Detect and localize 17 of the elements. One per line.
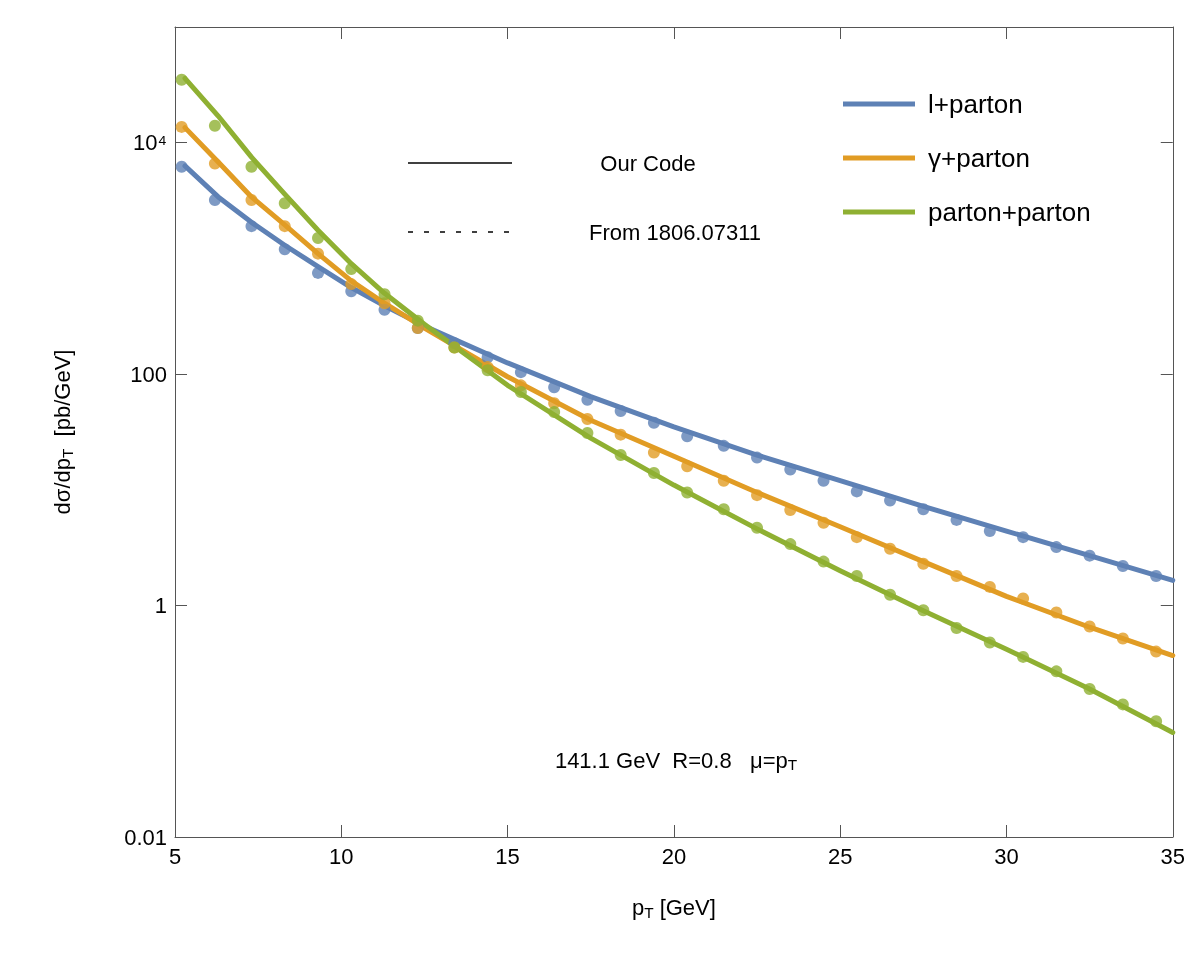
y-tick-label: 1	[154, 593, 167, 619]
x-tick-label: 15	[495, 843, 520, 869]
x-tick-label: 10	[329, 843, 354, 869]
x-tick-label: 20	[661, 843, 687, 869]
legend-label: l+parton	[928, 89, 1023, 119]
annotation: From 1806.07311	[588, 219, 762, 245]
y-tick-label: 10⁴	[133, 130, 167, 156]
x-tick-label: 5	[168, 843, 182, 869]
y-axis-title: dσ/dpT [pb/GeV]	[50, 349, 76, 515]
x-tick-label: 30	[994, 843, 1019, 869]
x-tick-label: 35	[1160, 843, 1186, 869]
annotation: Our Code	[600, 150, 696, 176]
legend-label: parton+parton	[928, 197, 1091, 227]
x-tick-label: 25	[827, 843, 853, 869]
y-tick-label: 0.01	[124, 824, 167, 850]
legend-label: γ+parton	[928, 143, 1030, 173]
y-tick-label: 100	[130, 361, 167, 387]
